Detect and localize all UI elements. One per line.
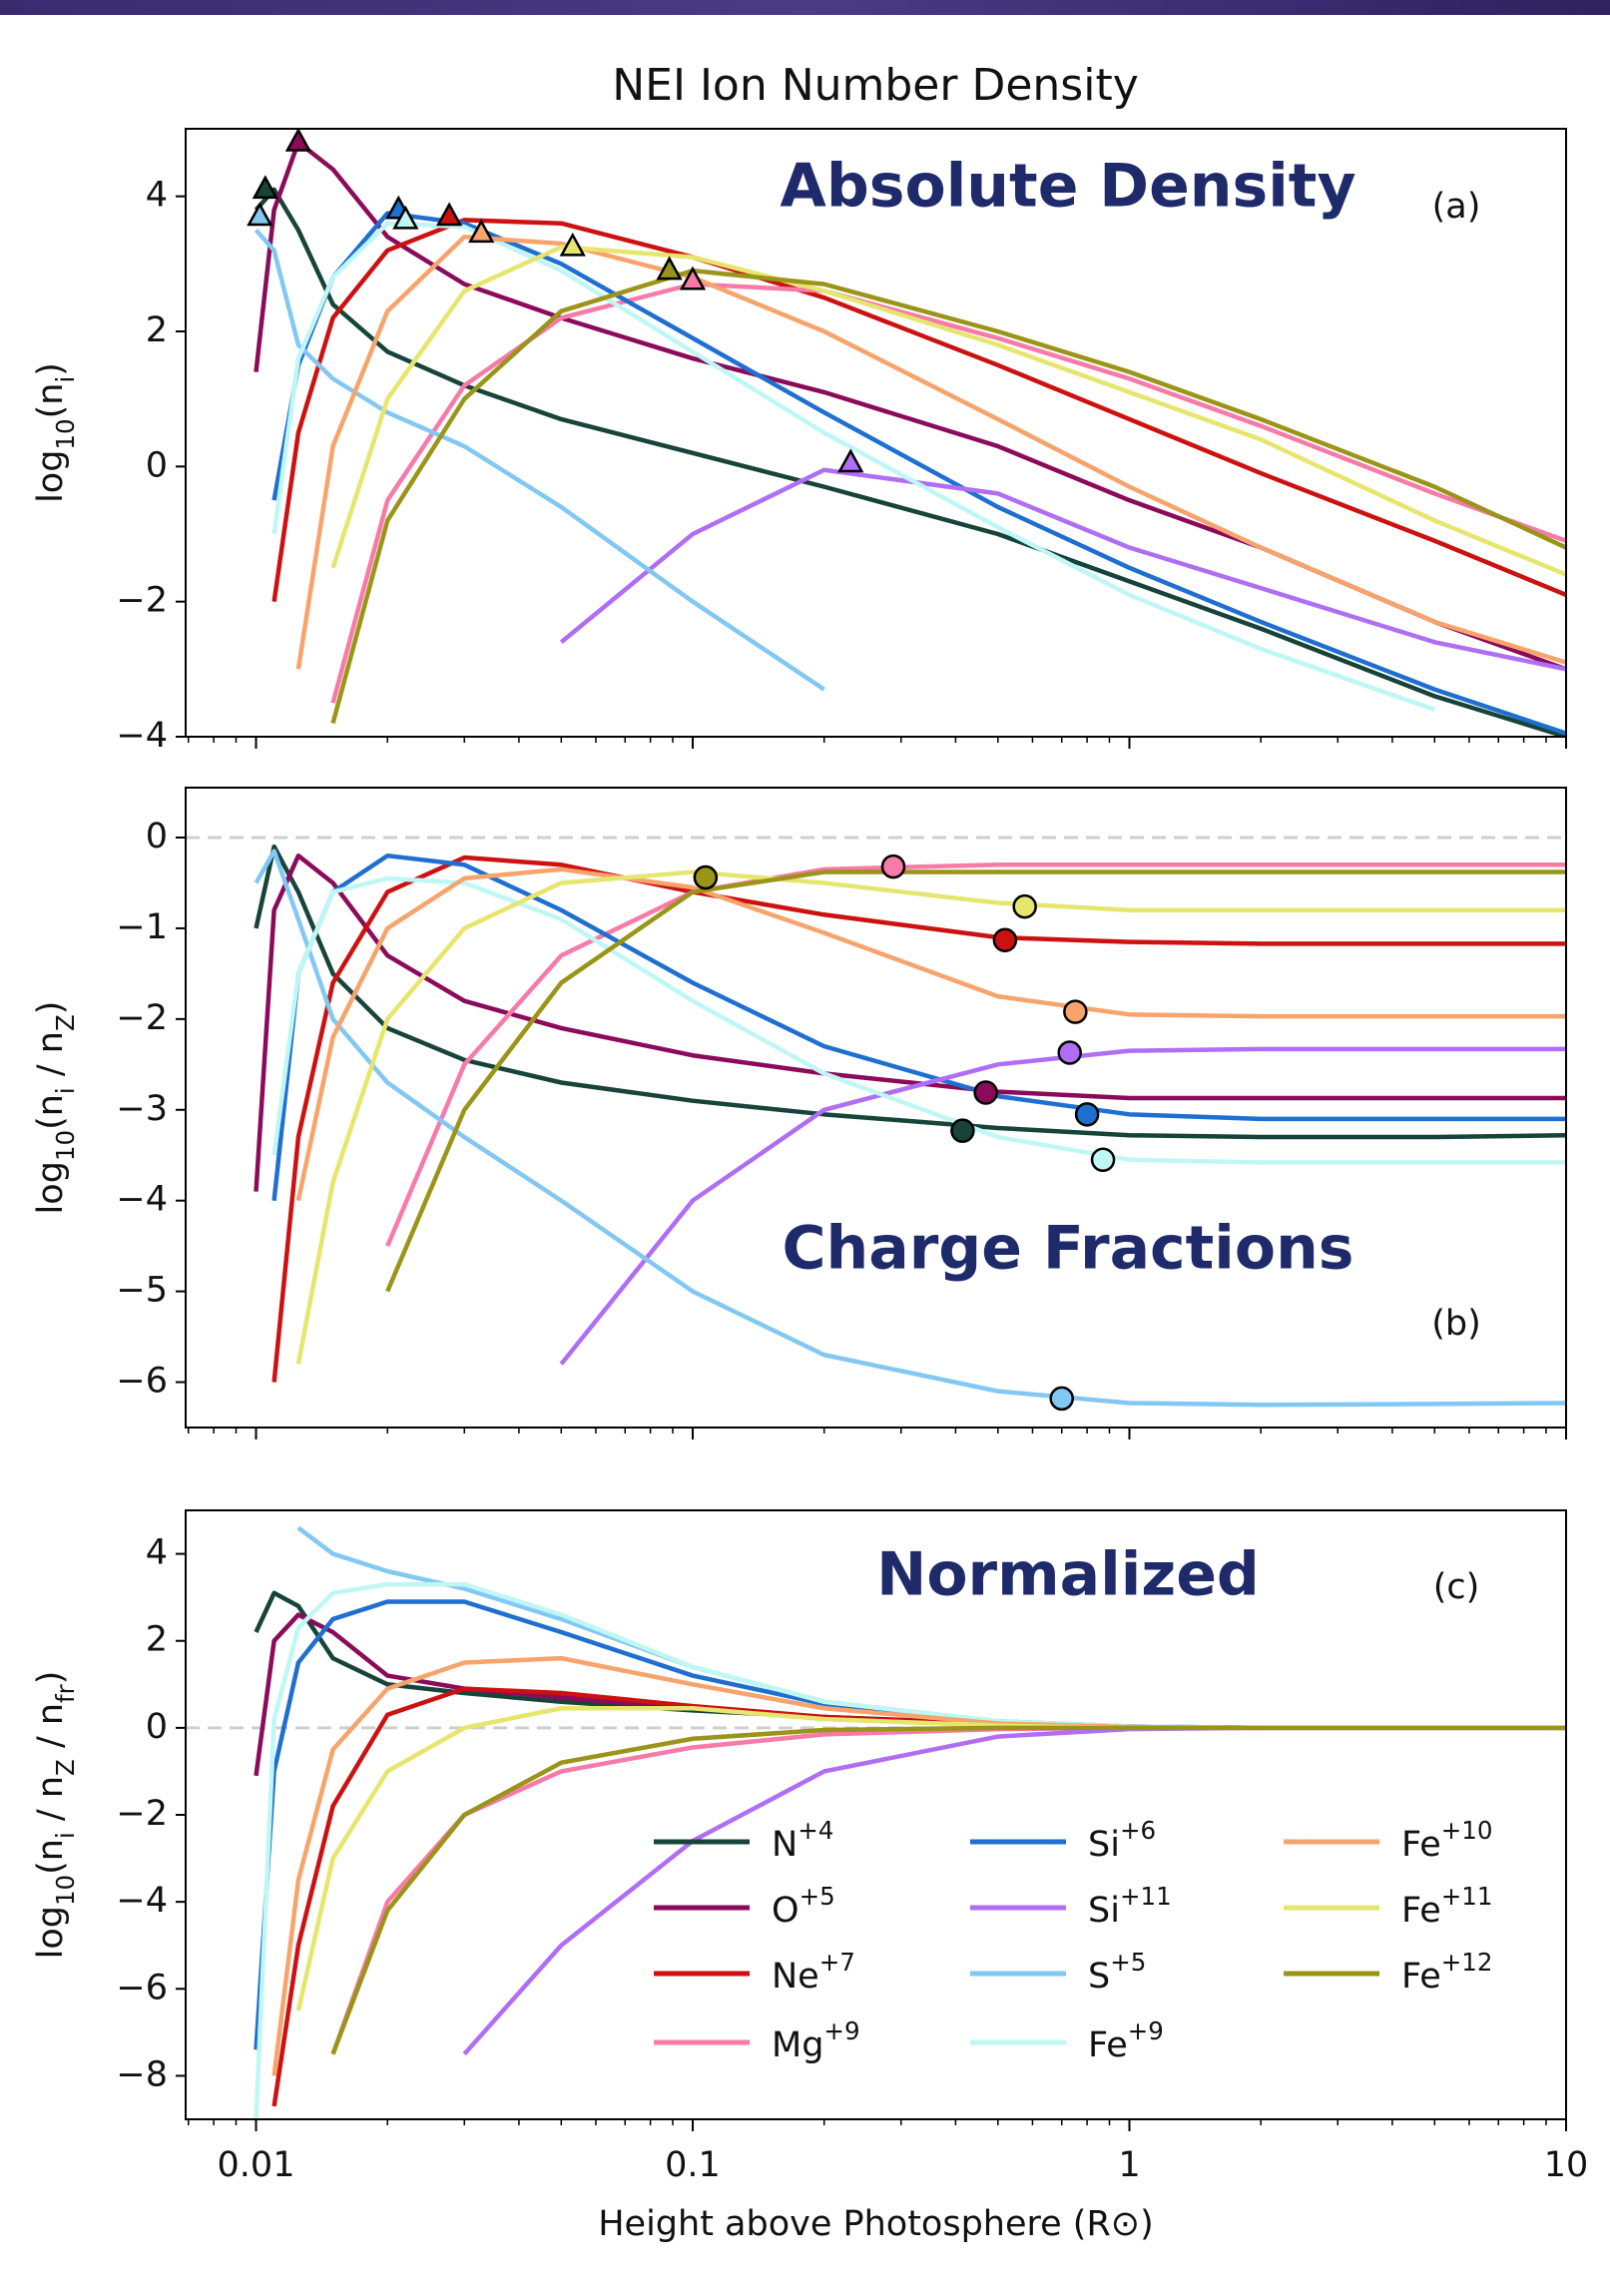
y-tick-label: 4 (146, 1533, 168, 1573)
peak-marker (837, 448, 864, 473)
series-line (254, 853, 1566, 1192)
legend-label: Fe+10 (1401, 1816, 1492, 1866)
y-tick-label: −2 (116, 998, 168, 1038)
series-line (254, 187, 1566, 737)
freeze-marker (992, 927, 1018, 952)
y-tick-label: −8 (116, 2054, 168, 2094)
freeze-marker (1090, 1147, 1116, 1173)
y-axis-label: log10(ni / nZ) (31, 1001, 80, 1215)
legend-label: Si+11 (1088, 1882, 1172, 1932)
y-tick-label: 0 (146, 445, 168, 485)
series-line (271, 875, 1566, 1165)
legend-label: Fe+11 (1401, 1882, 1492, 1932)
panel-label: (c) (1433, 1567, 1480, 1607)
series-line (385, 862, 1566, 1248)
peak-marker (559, 232, 586, 257)
panel-annotation: Absolute Density (780, 152, 1355, 222)
freeze-marker (1063, 999, 1088, 1024)
legend-label: Fe+9 (1088, 2016, 1164, 2066)
legend-label: S+5 (1088, 1948, 1146, 1998)
plot-area (247, 129, 1566, 737)
peak-marker (252, 175, 278, 200)
chart-title: NEI Ion Number Density (612, 60, 1138, 111)
top-banner (0, 0, 1610, 15)
freeze-marker (1049, 1386, 1074, 1412)
peak-marker (247, 202, 273, 227)
series-line (295, 235, 1566, 670)
freeze-marker (880, 854, 906, 879)
peak-marker (468, 219, 495, 244)
freeze-marker (950, 1118, 975, 1143)
series-line (330, 1725, 1566, 2055)
peak-marker (435, 202, 463, 227)
series-line (254, 1590, 1566, 1731)
x-axis-label: Height above Photosphere (R⊙) (598, 2204, 1154, 2244)
y-tick-label: −4 (116, 1881, 168, 1921)
series-line (295, 1706, 1566, 2011)
plot-area (254, 1525, 1566, 2119)
freeze-marker (973, 1080, 998, 1105)
x-tick-label: 10 (1544, 2145, 1589, 2185)
series-line (330, 268, 1566, 725)
legend-label: Fe+12 (1401, 1948, 1492, 1998)
series-line (385, 869, 1566, 1293)
legend-label: O+5 (772, 1882, 835, 1932)
legend-label: Ne+7 (772, 1948, 855, 1998)
series-line (330, 1725, 1566, 2055)
peak-marker (392, 205, 419, 230)
series-line (271, 221, 1436, 713)
freeze-marker (1057, 1040, 1082, 1065)
freeze-marker (1012, 893, 1037, 919)
y-tick-label: −1 (116, 907, 168, 947)
y-tick-label: 0 (146, 817, 168, 857)
y-axis-label: log10(ni / nZ / nfr) (31, 1671, 80, 1960)
y-tick-label: 0 (146, 1707, 168, 1747)
y-tick-label: −6 (116, 1362, 168, 1402)
peak-marker (284, 129, 312, 152)
y-tick-label: −2 (116, 581, 168, 621)
series-line (271, 218, 1566, 602)
series-line (295, 869, 1566, 1365)
y-axis-label: log10(ni) (31, 362, 80, 503)
y-tick-label: −5 (116, 1271, 168, 1311)
y-tick-label: −4 (116, 1180, 168, 1220)
y-tick-label: −2 (116, 1794, 168, 1834)
axes-frame (185, 128, 1567, 738)
y-tick-label: 4 (146, 176, 168, 216)
panel-label: (b) (1431, 1304, 1481, 1344)
axes-frame (185, 1509, 1567, 2120)
peak-marker (679, 266, 707, 290)
y-tick-label: 2 (146, 310, 168, 350)
series-line (254, 844, 1566, 1140)
series-line (330, 245, 1566, 577)
y-tick-label: −3 (116, 1089, 168, 1129)
x-tick-label: 0.1 (665, 2145, 721, 2185)
freeze-marker (1074, 1102, 1100, 1127)
x-tick-label: 0.01 (218, 2145, 295, 2185)
y-tick-label: −6 (116, 1968, 168, 2008)
peak-marker (656, 256, 683, 281)
series-line (254, 229, 825, 692)
legend-label: N+4 (772, 1816, 833, 1866)
series-line (254, 849, 1566, 1408)
panel-label: (a) (1432, 187, 1481, 227)
series-line (559, 467, 1566, 672)
panel-annotation: Normalized (876, 1540, 1260, 1610)
plot-area (254, 844, 1566, 1412)
legend-label: Mg+9 (772, 2016, 860, 2066)
axes-frame (185, 787, 1567, 1429)
y-tick-label: −4 (116, 716, 168, 756)
series-line (295, 866, 1566, 1202)
freeze-marker (693, 864, 719, 890)
panel-annotation: Charge Fractions (782, 1214, 1353, 1284)
legend-label: Si+6 (1088, 1816, 1156, 1866)
series-line (254, 1612, 1566, 1777)
y-tick-label: 2 (146, 1620, 168, 1660)
series-line (271, 853, 1566, 1201)
x-tick-label: 1 (1118, 2145, 1140, 2185)
